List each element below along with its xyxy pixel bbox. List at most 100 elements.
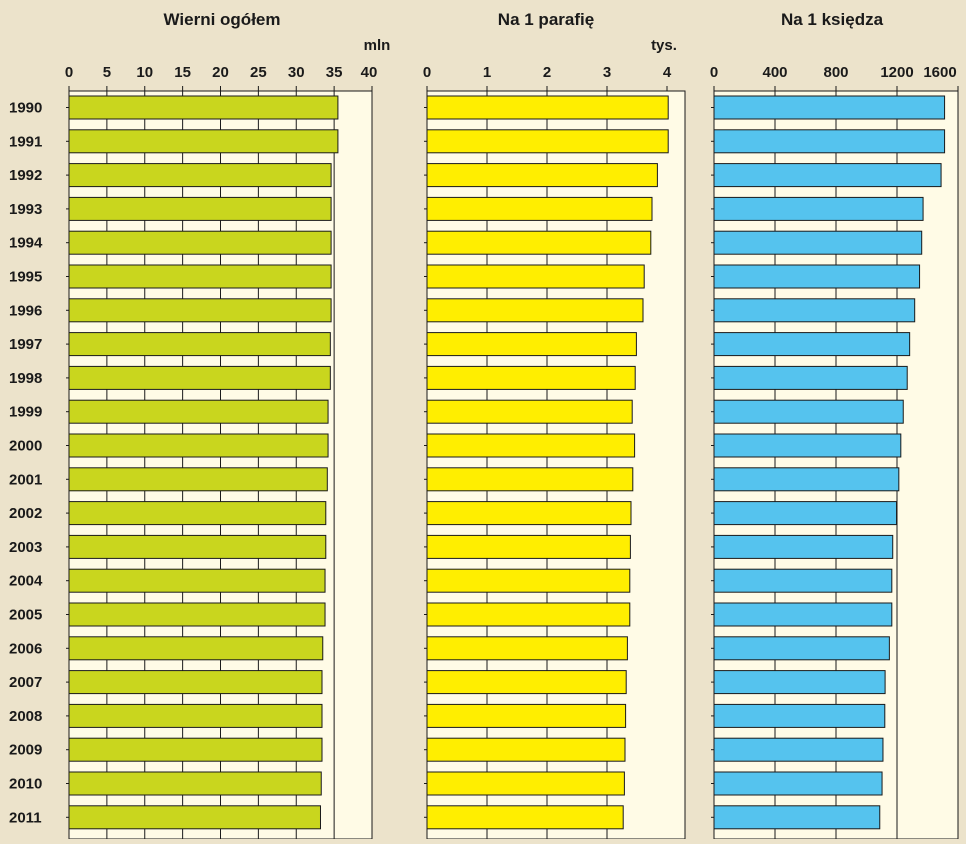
x-tick-label: 30 (288, 64, 305, 81)
year-label: 2010 (9, 776, 42, 793)
bar-1-2002 (68, 501, 327, 526)
year-label: 2009 (9, 742, 42, 759)
x-tick-label: 15 (174, 64, 191, 81)
bar-2-2006 (426, 636, 628, 661)
bar-1-1998 (68, 365, 331, 390)
bar-1-2008 (68, 703, 323, 728)
x-tick-label: 400 (762, 64, 787, 81)
bar-2-2004 (426, 568, 631, 593)
x-tick-label: 20 (212, 64, 229, 81)
x-tick-label: 0 (423, 64, 431, 81)
bar-3-2001 (713, 467, 900, 492)
panel-title-3: Na 1 księdza (781, 10, 884, 29)
bar-2-2005 (426, 602, 631, 627)
x-tick-label: 5 (103, 64, 111, 81)
bar-2-2001 (426, 467, 634, 492)
bar-3-1996 (713, 298, 916, 323)
year-label: 2007 (9, 674, 42, 691)
year-label: 2003 (9, 539, 42, 556)
bar-3-1990 (713, 95, 946, 120)
bar-3-1997 (713, 332, 911, 357)
bar-2-1992 (426, 163, 658, 188)
bar-1-1993 (68, 196, 332, 221)
bar-2-1997 (426, 332, 637, 357)
year-label: 2008 (9, 708, 42, 725)
bar-2-1995 (426, 264, 645, 289)
bar-2-2000 (426, 433, 636, 458)
x-tick-label: 1600 (923, 64, 956, 81)
panel-title-2: Na 1 parafię (498, 10, 594, 29)
bar-2-2007 (426, 670, 627, 695)
bar-1-1991 (68, 129, 339, 154)
bar-3-2002 (713, 501, 898, 526)
bar-3-1999 (713, 399, 904, 424)
bar-3-2007 (713, 670, 886, 695)
year-label: 1996 (9, 302, 42, 319)
bar-3-1992 (713, 163, 942, 188)
bar-1-1990 (68, 95, 339, 120)
bar-3-1998 (713, 365, 908, 390)
x-tick-label: 2 (543, 64, 551, 81)
bar-1-1994 (68, 230, 332, 255)
year-label: 2004 (9, 573, 43, 590)
x-tick-label: 0 (65, 64, 73, 81)
panel-title-1: Wierni ogółem (164, 10, 281, 29)
bar-1-2005 (68, 602, 326, 627)
year-label: 1990 (9, 100, 42, 117)
bar-2-2008 (426, 703, 627, 728)
year-label: 1999 (9, 404, 42, 421)
x-tick-label: 25 (250, 64, 267, 81)
year-label: 2005 (9, 607, 42, 624)
bar-3-1993 (713, 196, 924, 221)
year-label: 1997 (9, 336, 42, 353)
year-label: 2006 (9, 640, 42, 657)
year-label: 2011 (9, 809, 42, 826)
year-label: 1998 (9, 370, 42, 387)
bar-2-1999 (426, 399, 633, 424)
bar-1-1997 (68, 332, 331, 357)
year-label: 1994 (9, 235, 43, 252)
bar-2-1991 (426, 129, 669, 154)
year-label: 1993 (9, 201, 42, 218)
year-label: 1995 (9, 269, 42, 286)
x-tick-label: 0 (710, 64, 718, 81)
bar-1-1999 (68, 399, 329, 424)
bar-3-1995 (713, 264, 921, 289)
bar-3-1994 (713, 230, 923, 255)
bar-3-2000 (713, 433, 902, 458)
x-tick-label: 35 (326, 64, 343, 81)
bar-2-2002 (426, 501, 632, 526)
unit-label-1: mln (364, 37, 391, 54)
x-tick-label: 1200 (880, 64, 913, 81)
year-label: 2000 (9, 438, 42, 455)
bar-1-2003 (68, 534, 327, 559)
bar-2-1998 (426, 365, 636, 390)
bar-1-2006 (68, 636, 324, 661)
bar-3-2005 (713, 602, 893, 627)
bar-1-2004 (68, 568, 326, 593)
bar-3-2009 (713, 737, 884, 762)
x-tick-label: 4 (663, 64, 672, 81)
bar-3-2010 (713, 771, 883, 796)
bar-1-2001 (68, 467, 328, 492)
bar-1-2009 (68, 737, 323, 762)
bar-2-2009 (426, 737, 626, 762)
bar-3-2004 (713, 568, 893, 593)
bar-1-2000 (68, 433, 329, 458)
unit-label-2: tys. (651, 37, 677, 54)
bar-2-1996 (426, 298, 644, 323)
bar-2-1994 (426, 230, 652, 255)
year-label: 1992 (9, 167, 42, 184)
year-label: 2002 (9, 505, 42, 522)
bar-2-2003 (426, 534, 631, 559)
x-tick-label: 1 (483, 64, 491, 81)
x-tick-label: 40 (361, 64, 378, 81)
bar-2-1993 (426, 196, 653, 221)
bar-1-2007 (68, 670, 323, 695)
x-tick-label: 10 (136, 64, 153, 81)
bar-2-2011 (426, 805, 624, 830)
bar-1-2011 (68, 805, 321, 830)
bar-3-2003 (713, 534, 894, 559)
